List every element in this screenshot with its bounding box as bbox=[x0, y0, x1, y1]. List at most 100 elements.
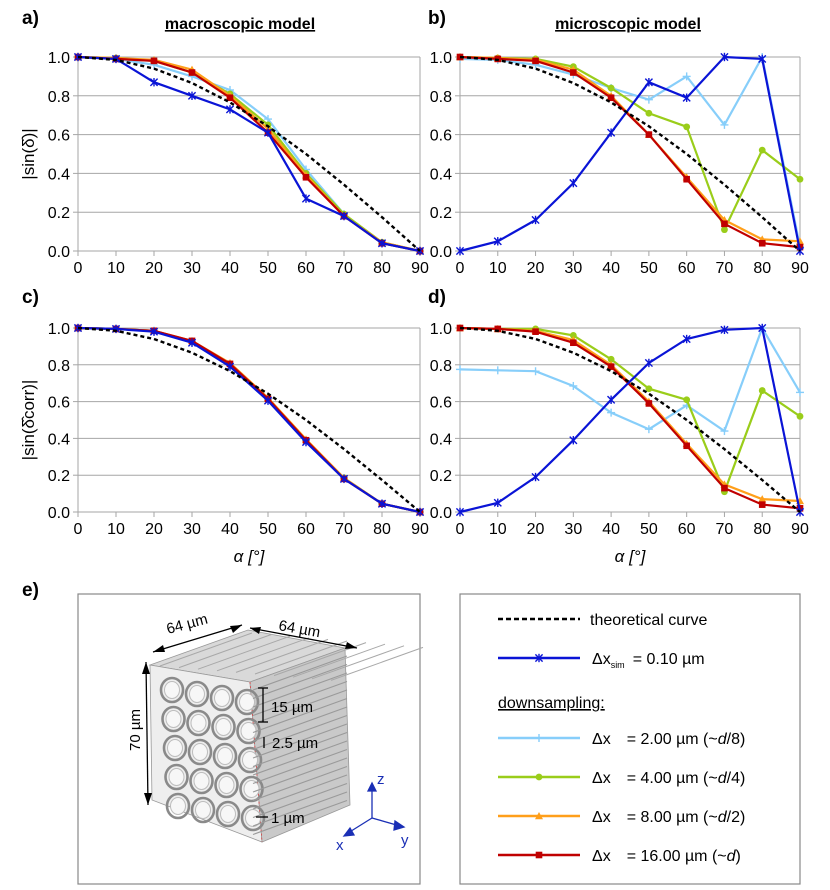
data-point bbox=[682, 93, 691, 102]
series-3 bbox=[456, 53, 804, 245]
fiber-tube bbox=[189, 767, 214, 795]
series-line bbox=[459, 326, 801, 513]
legend-label: Δx = 16.00 µm (~d) bbox=[592, 848, 741, 865]
chart-2: c) 0.0 0.2 0.4 0.6 0.8 1.0 0 10 20 30 40 50 60 70 80 90 |… bbox=[19, 287, 429, 566]
dim-line-width-1 bbox=[152, 624, 243, 653]
data-point bbox=[758, 54, 767, 64]
series-line bbox=[77, 326, 421, 514]
data-point bbox=[187, 91, 197, 100]
data-point bbox=[720, 120, 729, 129]
legend-row: Δx = 2.00 µm (~d/8) bbox=[498, 731, 745, 748]
fiber-tube bbox=[214, 771, 239, 799]
x-tick-label: 30 bbox=[564, 260, 582, 277]
y-tick-label: 0.4 bbox=[48, 431, 70, 448]
data-point bbox=[187, 338, 197, 347]
legend-row: Δx = 16.00 µm (~d) bbox=[498, 848, 741, 865]
x-tick-label: 30 bbox=[183, 521, 201, 538]
fiber-top-line bbox=[254, 640, 348, 675]
data-point bbox=[758, 387, 766, 394]
series-line bbox=[459, 326, 801, 495]
panel-letter: a) bbox=[22, 8, 39, 29]
panel-letter-e: e) bbox=[22, 580, 39, 601]
legend-label: Δx = 8.00 µm (~d/2) bbox=[592, 809, 745, 826]
series-3 bbox=[456, 324, 804, 505]
fiber-side-line bbox=[252, 697, 348, 734]
fiber-side-line bbox=[252, 782, 348, 819]
legend-label-theory: theoretical curve bbox=[590, 612, 707, 629]
panel-letter: d) bbox=[428, 287, 446, 308]
legend-sym: Δx bbox=[592, 770, 611, 787]
data-point bbox=[683, 442, 690, 450]
x-tick-label: 0 bbox=[74, 260, 83, 277]
fiber-tube bbox=[164, 763, 189, 791]
y-tick-label: 0.0 bbox=[48, 505, 70, 522]
legend-marker bbox=[535, 851, 543, 859]
legend-value: = 16.00 µm (~ bbox=[627, 848, 727, 865]
series-line bbox=[77, 326, 421, 514]
data-point bbox=[607, 363, 615, 370]
data-point bbox=[494, 325, 502, 333]
legend-marker bbox=[535, 812, 543, 820]
data-point bbox=[456, 365, 464, 374]
x-tick-label: 10 bbox=[489, 260, 507, 277]
fiber-tube bbox=[187, 738, 213, 766]
fiber-tube-inner bbox=[214, 689, 230, 707]
x-tick-label: 90 bbox=[791, 521, 809, 538]
x-axis-label: α [°] bbox=[615, 547, 647, 566]
data-point bbox=[758, 146, 766, 154]
y-axis-label: |sin(δ̂)| bbox=[19, 128, 38, 179]
fiber-tube-inner bbox=[218, 776, 235, 794]
series-4 bbox=[74, 324, 424, 516]
legend-value: = 2.00 µm (~ bbox=[627, 731, 718, 748]
y-tick-label: 0.6 bbox=[430, 395, 452, 412]
fiber-tube-inner bbox=[245, 809, 261, 827]
fiber-tube-inner bbox=[170, 797, 186, 815]
data-point bbox=[455, 507, 465, 517]
series-line bbox=[459, 55, 801, 243]
y-tick-label: 0.0 bbox=[430, 505, 452, 522]
data-point bbox=[302, 173, 310, 181]
fiber-side-line bbox=[252, 672, 348, 708]
x-tick-label: 70 bbox=[335, 260, 353, 277]
x-tick-label: 50 bbox=[640, 260, 658, 277]
legend-sym: Δx bbox=[592, 848, 611, 865]
fiber-side-line bbox=[252, 731, 348, 768]
fiber-top-line bbox=[311, 645, 405, 680]
fiber-side-line bbox=[252, 774, 348, 810]
series-line bbox=[459, 55, 802, 253]
data-point bbox=[758, 239, 766, 247]
dim-arrowhead bbox=[345, 642, 357, 649]
x-tick-label: 40 bbox=[602, 260, 620, 277]
fiber-tube-inner bbox=[242, 751, 258, 769]
series-line bbox=[77, 326, 421, 514]
y-tick-label: 1.0 bbox=[430, 50, 452, 67]
fiber-tube bbox=[212, 742, 238, 770]
x-tick-label: 10 bbox=[107, 260, 125, 277]
data-point bbox=[721, 220, 728, 228]
data-point bbox=[569, 178, 578, 188]
legend-sim-delta: Δx bbox=[592, 651, 611, 668]
data-point bbox=[796, 388, 804, 397]
legend-tail: /8) bbox=[727, 731, 746, 748]
series-line bbox=[77, 55, 421, 253]
y-tick-label: 0.8 bbox=[48, 89, 70, 106]
data-point bbox=[720, 325, 729, 335]
x-tick-label: 40 bbox=[602, 521, 620, 538]
data-point bbox=[150, 57, 158, 65]
legend-row: Δx = 8.00 µm (~d/2) bbox=[498, 809, 745, 826]
data-point bbox=[377, 499, 387, 508]
fiber-side-line bbox=[252, 655, 348, 691]
fiber-side-line bbox=[252, 799, 348, 836]
x-tick-label: 80 bbox=[373, 521, 391, 538]
series-2 bbox=[74, 324, 424, 516]
series-line bbox=[77, 55, 421, 252]
x-axis-arrow bbox=[342, 826, 356, 837]
series-3 bbox=[74, 53, 424, 255]
y-tick-label: 0.8 bbox=[48, 358, 70, 375]
data-point bbox=[531, 472, 540, 482]
fiber-top-line bbox=[216, 637, 310, 672]
series-0 bbox=[459, 55, 801, 252]
y-tick-label: 0.4 bbox=[430, 431, 452, 448]
series-4 bbox=[456, 53, 804, 251]
